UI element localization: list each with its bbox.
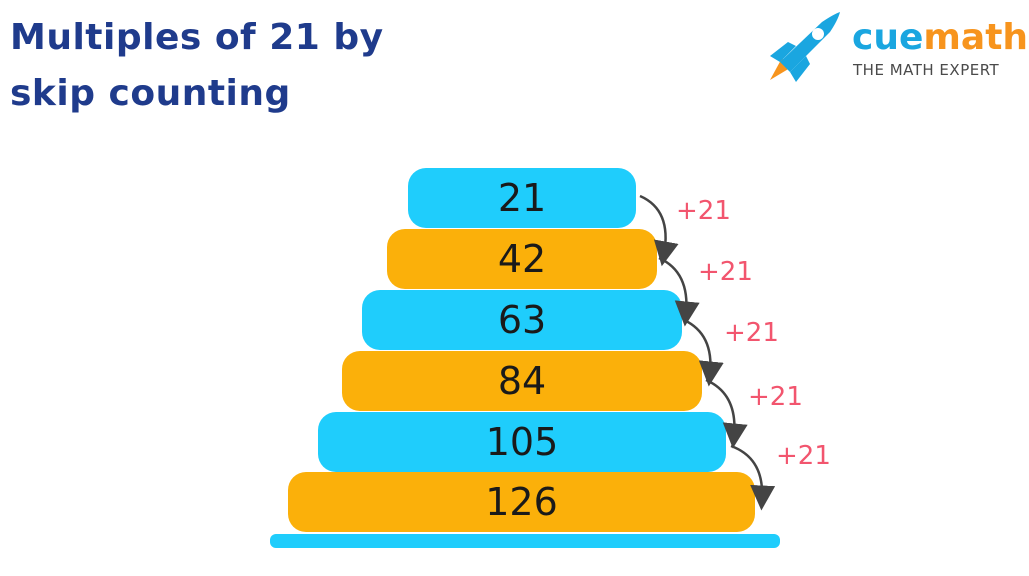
brand-part-2: math [923, 17, 1029, 58]
multiple-step-1: 21 [408, 168, 636, 228]
increment-label-1: +21 [676, 196, 731, 226]
increment-label-3: +21 [724, 318, 779, 348]
title-line-1: Multiples of 21 by [10, 17, 384, 58]
multiple-step-2: 42 [387, 229, 657, 289]
brand-logo: cuemath [852, 18, 1028, 58]
multiple-step-5: 105 [318, 412, 726, 472]
page-title: Multiples of 21 by skip counting [10, 10, 430, 122]
rocket-icon [770, 12, 840, 82]
brand-part-1: cue [852, 17, 924, 58]
increment-label-4: +21 [748, 382, 803, 412]
increment-label-5: +21 [776, 441, 831, 471]
multiple-step-4: 84 [342, 351, 702, 411]
pyramid-base [270, 534, 780, 548]
brand-tagline: THE MATH EXPERT [853, 61, 1000, 79]
multiple-step-6: 126 [288, 472, 755, 532]
increment-label-2: +21 [698, 257, 753, 287]
title-line-2: skip counting [10, 73, 291, 114]
multiple-step-3: 63 [362, 290, 682, 350]
